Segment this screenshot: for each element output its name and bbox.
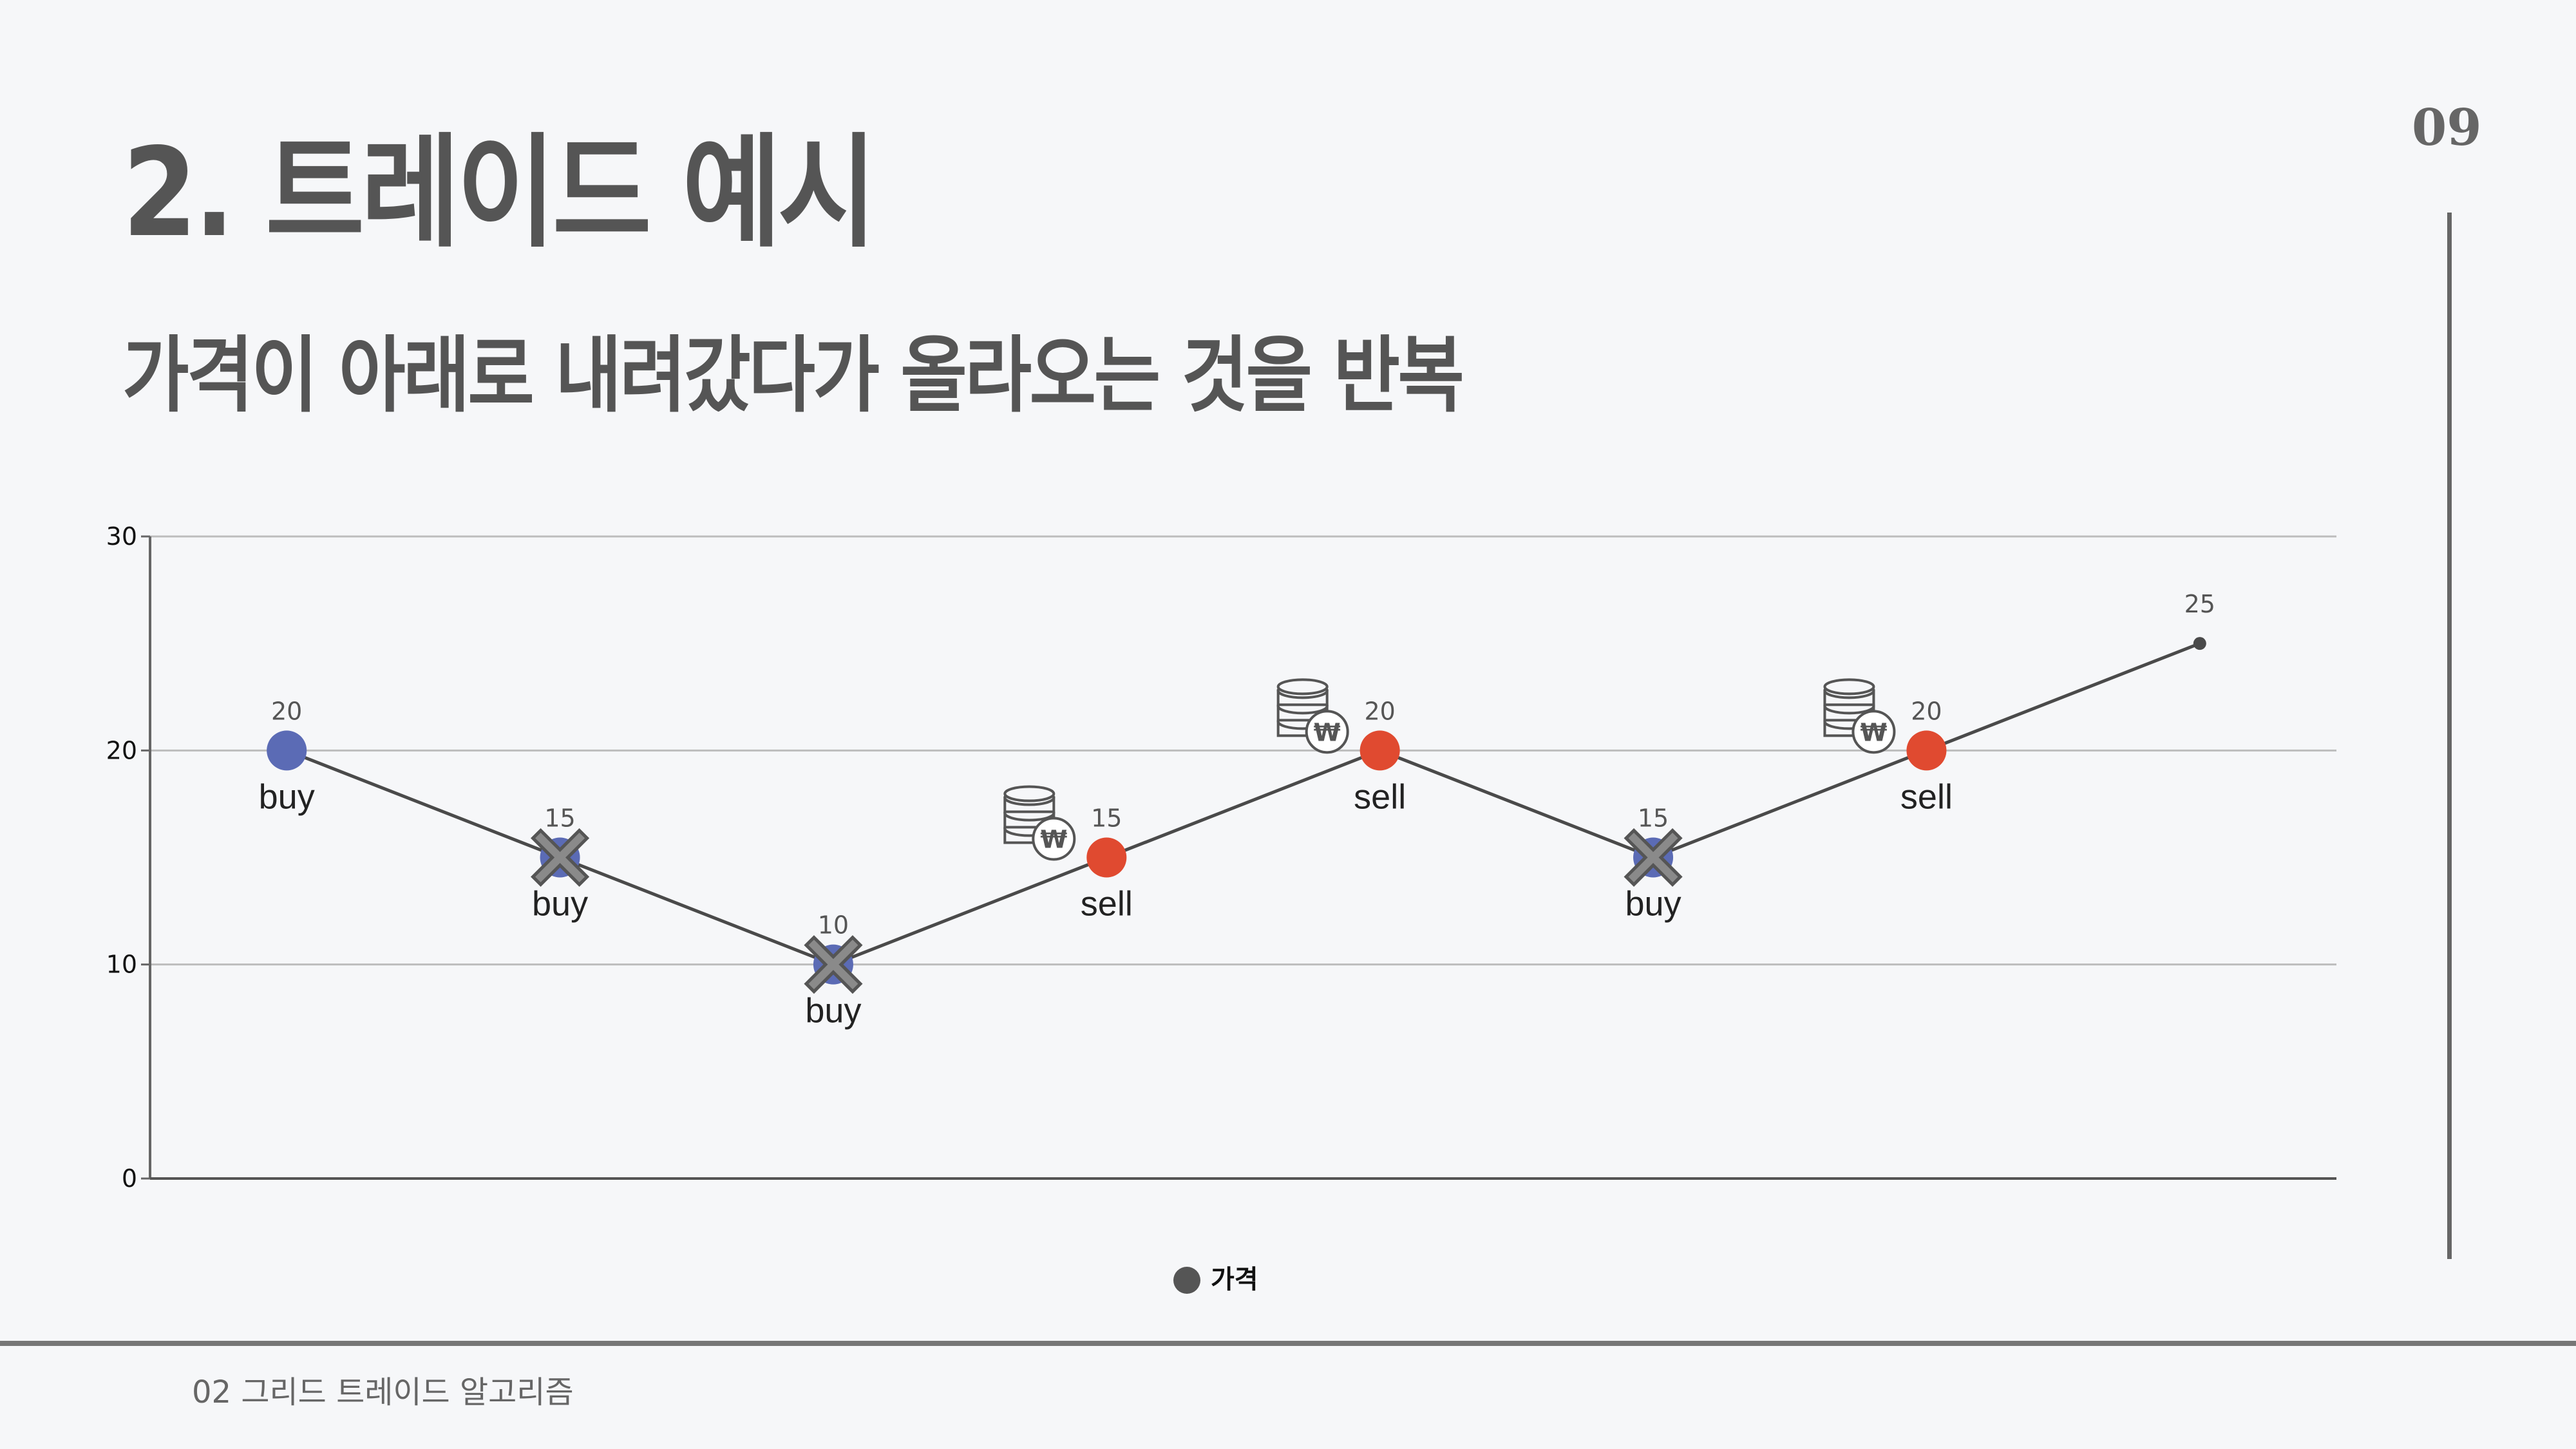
buy-marker	[267, 730, 307, 771]
legend-marker	[1173, 1267, 1200, 1294]
data-label: 20	[271, 697, 302, 725]
action-label: buy	[532, 885, 588, 923]
chart-axes	[149, 536, 2336, 1180]
y-axis-ticks: 0 10 20 30	[106, 522, 150, 1193]
y-tick-label: 10	[106, 951, 137, 979]
data-label: 15	[1091, 804, 1122, 833]
sell-marker	[1359, 730, 1400, 771]
svg-text:₩: ₩	[1314, 718, 1341, 746]
data-label: 15	[1638, 804, 1669, 833]
data-label: 25	[2184, 590, 2215, 618]
coin-stack-won-icon: ₩	[1276, 678, 1349, 754]
svg-text:₩: ₩	[1860, 718, 1887, 746]
series-line	[286, 641, 2201, 967]
action-label: buy	[1625, 885, 1681, 923]
action-label: buy	[805, 992, 861, 1030]
svg-text:₩: ₩	[1040, 826, 1067, 854]
coin-stack-won-icon: ₩	[1003, 785, 1076, 861]
footer-text: 02 그리드 트레이드 알고리즘	[192, 1374, 574, 1410]
data-label: 10	[818, 911, 849, 940]
slide-title: 2. 트레이드 예시	[122, 122, 877, 264]
legend-label: 가격	[1211, 1265, 1258, 1294]
y-tick-label: 0	[122, 1164, 137, 1193]
sell-marker	[1086, 837, 1127, 878]
cancel-x-icon	[531, 828, 590, 887]
data-label: 15	[544, 804, 575, 833]
data-points: 20 buy 15 buy 10 buy 15 sell ₩20 sell ₩15 buy 20 sell…	[259, 590, 2215, 1030]
chart-legend: 가격	[1173, 1265, 1258, 1294]
slide-subtitle: 가격이 아래로 내려갔다가 올라오는 것을 반복	[122, 328, 1464, 424]
end-marker	[2193, 637, 2206, 650]
vertical-divider	[2447, 213, 2452, 1259]
y-tick-label: 30	[106, 522, 137, 551]
data-label: 20	[1911, 697, 1942, 725]
action-label: sell	[1354, 777, 1406, 816]
chart-grid	[150, 535, 2336, 966]
cancel-x-icon	[804, 935, 863, 994]
price-line	[286, 641, 2201, 967]
y-tick-label: 20	[106, 736, 137, 764]
page-number: 09	[2412, 99, 2482, 157]
data-label: 20	[1365, 697, 1396, 725]
footer-divider	[0, 1341, 2576, 1346]
action-label: sell	[1900, 777, 1953, 816]
cancel-x-icon	[1624, 828, 1683, 887]
action-label: sell	[1081, 885, 1133, 923]
sell-marker	[1906, 730, 1947, 771]
action-label: buy	[259, 777, 315, 816]
coin-stack-won-icon: ₩	[1823, 678, 1896, 754]
